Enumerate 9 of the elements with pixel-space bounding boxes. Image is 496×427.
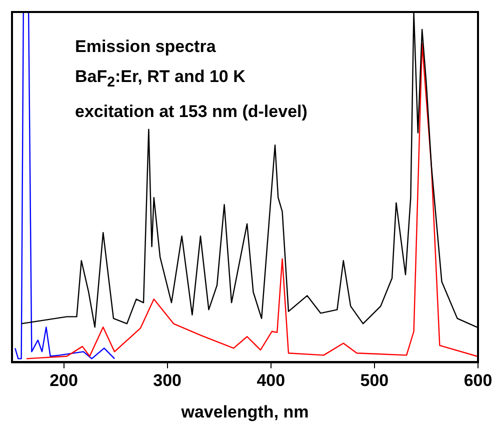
- x-tick-label: 200: [50, 371, 78, 390]
- annotation: Emission spectra: [75, 36, 217, 58]
- x-tick-label: 300: [153, 371, 182, 390]
- x-axis-title: wavelength, nm: [180, 402, 309, 422]
- x-tick-label: 400: [256, 371, 286, 390]
- annotation: excitation at 153 nm (d-level): [75, 101, 308, 124]
- annotation: BaF$_{2}$:Er, RT and 10 K: [75, 66, 246, 92]
- x-tick-label: 500: [360, 371, 389, 390]
- x-tick-label: 600: [464, 371, 492, 390]
